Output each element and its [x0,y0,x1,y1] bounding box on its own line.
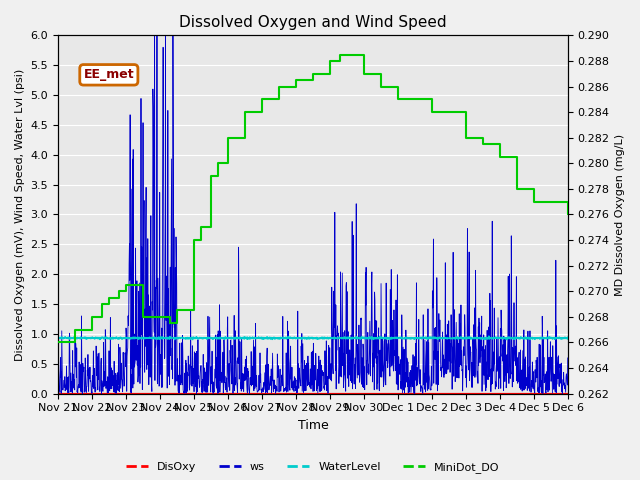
Legend: DisOxy, ws, WaterLevel, MiniDot_DO: DisOxy, ws, WaterLevel, MiniDot_DO [122,458,504,478]
Text: EE_met: EE_met [83,68,134,81]
X-axis label: Time: Time [298,419,328,432]
Y-axis label: MD Dissolved Oxygen (mg/L): MD Dissolved Oxygen (mg/L) [615,133,625,296]
Title: Dissolved Oxygen and Wind Speed: Dissolved Oxygen and Wind Speed [179,15,447,30]
Y-axis label: Dissolved Oxygen (mV), Wind Speed, Water Lvl (psi): Dissolved Oxygen (mV), Wind Speed, Water… [15,68,25,360]
